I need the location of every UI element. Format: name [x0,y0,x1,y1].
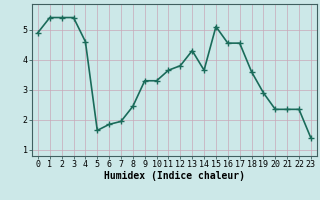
X-axis label: Humidex (Indice chaleur): Humidex (Indice chaleur) [104,171,245,181]
